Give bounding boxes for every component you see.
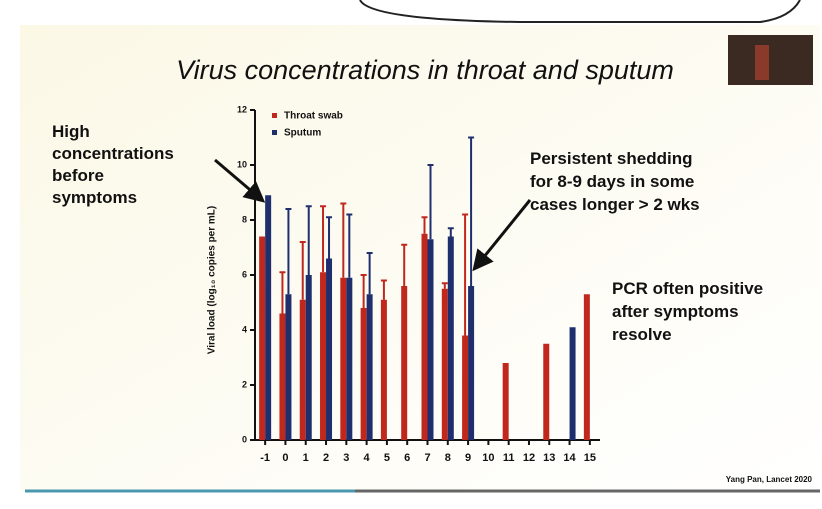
y-tick-label: 8 (242, 214, 247, 224)
slide-background (20, 25, 820, 490)
bar (279, 314, 285, 441)
x-tick-label: 9 (465, 452, 471, 464)
bar (381, 300, 387, 440)
y-axis-label: Viral load (log₁₀ copies per mL) (207, 206, 218, 355)
x-tick-label: -1 (260, 452, 270, 464)
bar (346, 278, 352, 440)
bar (422, 234, 428, 440)
source: Yang Pan, Lancet 2020 (726, 475, 813, 484)
bar (401, 286, 407, 440)
thumbnail (728, 35, 813, 85)
x-tick-label: 1 (303, 452, 309, 464)
x-tick-label: 7 (424, 452, 430, 464)
legend-label: Sputum (284, 128, 321, 139)
x-tick-label: 0 (282, 452, 288, 464)
top-curve (360, 0, 800, 22)
slide-title: Virus concentrations in throat and sputu… (176, 55, 674, 85)
bar (367, 294, 373, 440)
legend-label: Throat swab (284, 111, 343, 122)
slide: Virus concentrations in throat and sputu… (0, 0, 822, 509)
y-tick-label: 4 (242, 324, 247, 334)
x-tick-label: 8 (445, 452, 451, 464)
y-tick-label: 0 (242, 434, 247, 444)
x-tick-label: 5 (384, 452, 390, 464)
y-tick-label: 2 (242, 379, 247, 389)
bar (300, 300, 306, 440)
bar (584, 294, 590, 440)
y-tick-label: 10 (237, 159, 247, 169)
x-tick-label: 15 (584, 452, 596, 464)
y-tick-label: 12 (237, 104, 247, 114)
y-tick-label: 6 (242, 269, 247, 279)
x-tick-label: 4 (364, 452, 371, 464)
bar (543, 344, 549, 440)
x-tick-label: 3 (343, 452, 349, 464)
legend-swatch (272, 130, 277, 135)
bar (442, 289, 448, 440)
bar (361, 308, 367, 440)
bar (320, 272, 326, 440)
bar (503, 363, 509, 440)
x-tick-label: 13 (543, 452, 555, 464)
bar (265, 195, 271, 440)
x-tick-label: 2 (323, 452, 329, 464)
x-tick-label: 14 (563, 452, 576, 464)
x-tick-label: 12 (523, 452, 535, 464)
bar (428, 239, 434, 440)
thumbnail-figure (755, 45, 769, 80)
bar (448, 237, 454, 441)
bar (468, 286, 474, 440)
legend-swatch (272, 113, 277, 118)
bar (570, 327, 576, 440)
bar (306, 275, 312, 440)
x-tick-label: 6 (404, 452, 410, 464)
bar (462, 336, 468, 441)
bar (259, 237, 265, 441)
bar (326, 259, 332, 441)
x-tick-label: 10 (482, 452, 494, 464)
x-tick-label: 11 (503, 452, 515, 464)
bar (285, 294, 291, 440)
bar (340, 278, 346, 440)
